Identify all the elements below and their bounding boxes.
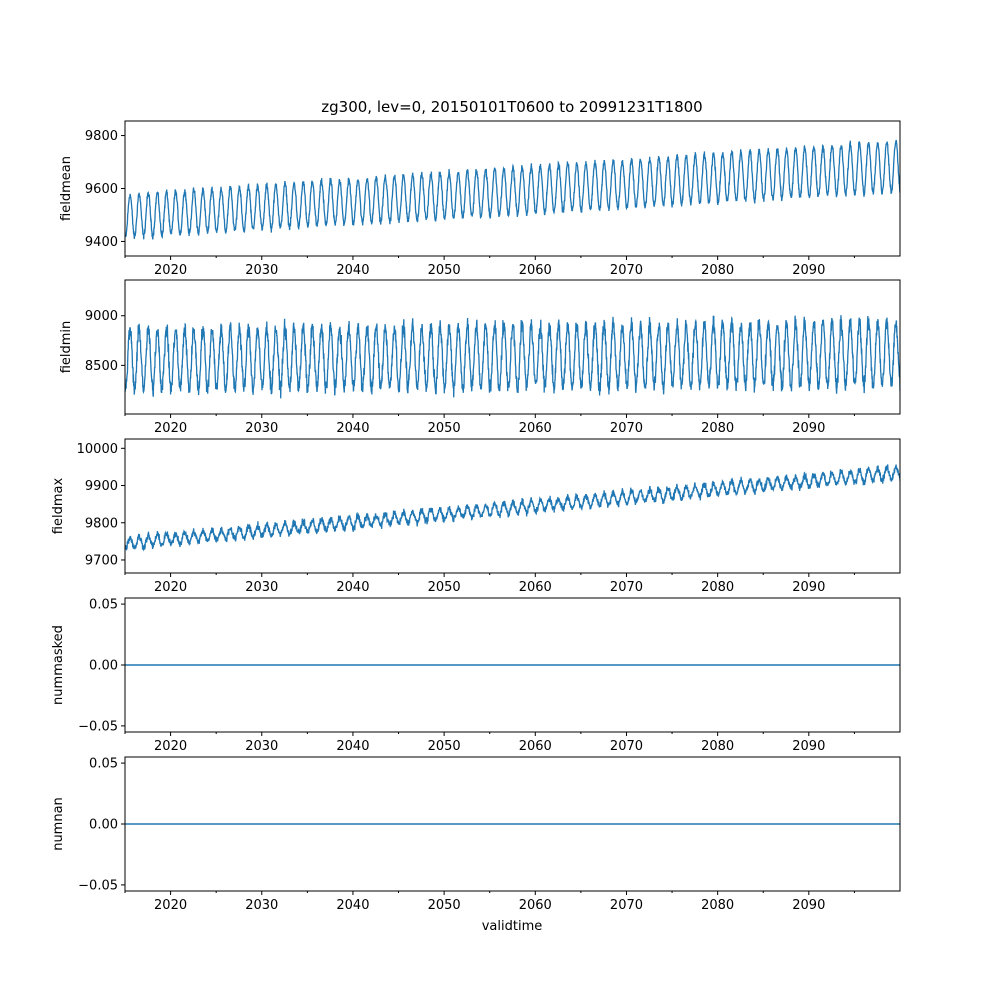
x-tick-label: 2050	[428, 421, 461, 436]
y-tick-label: −0.05	[78, 719, 118, 734]
x-tick-label: 2060	[519, 580, 552, 595]
x-tick-label: 2090	[792, 263, 825, 278]
x-tick-label: 2030	[245, 421, 278, 436]
y-tick-label: 9400	[85, 235, 118, 250]
x-tick-label: 2040	[336, 898, 369, 913]
series-line-fieldmean	[125, 139, 900, 240]
axes-frame	[124, 279, 901, 415]
y-tick-label: 9900	[85, 479, 118, 494]
x-tick-label: 2080	[701, 263, 734, 278]
y-tick-label: 0.05	[89, 598, 118, 613]
x-tick-label: 2060	[519, 739, 552, 754]
x-tick-label: 2090	[792, 739, 825, 754]
x-tick-label: 2050	[428, 263, 461, 278]
series-line-fieldmin	[125, 315, 900, 399]
x-tick-label: 2040	[336, 263, 369, 278]
x-tick-label: 2080	[701, 739, 734, 754]
x-tick-label: 2090	[792, 580, 825, 595]
x-tick-label: 2040	[336, 421, 369, 436]
x-tick-label: 2090	[792, 421, 825, 436]
x-tick-label: 2050	[428, 898, 461, 913]
y-tick-label: 9000	[85, 309, 118, 324]
chart-title: zg300, lev=0, 20150101T0600 to 20991231T…	[321, 98, 702, 116]
x-tick-label: 2070	[610, 898, 643, 913]
x-tick-label: 2020	[154, 898, 187, 913]
x-tick-label: 2080	[701, 898, 734, 913]
x-tick-label: 2040	[336, 580, 369, 595]
x-tick-label: 2020	[154, 263, 187, 278]
y-tick-label: 9800	[85, 129, 118, 144]
y-axis-label-fieldmax: fieldmax	[51, 478, 66, 535]
x-tick-label: 2040	[336, 739, 369, 754]
x-tick-label: 2070	[610, 263, 643, 278]
x-tick-label: 2030	[245, 739, 278, 754]
x-tick-label: 2060	[519, 898, 552, 913]
y-tick-label: 0.00	[89, 818, 118, 833]
panel-numnan: 2020 2030 2040 2050 2060 2070 2080 2090 −0.05 0.0…	[51, 756, 901, 913]
y-axis-label-numnan: numnan	[51, 797, 66, 851]
y-tick-label: 0.00	[89, 659, 118, 674]
x-tick-label: 2080	[701, 580, 734, 595]
x-tick-label: 2020	[154, 580, 187, 595]
y-axis-label-nummasked: nummasked	[51, 625, 66, 705]
x-tick-label: 2020	[154, 421, 187, 436]
y-tick-label: 9700	[85, 553, 118, 568]
x-tick-label: 2070	[610, 739, 643, 754]
x-tick-label: 2060	[519, 421, 552, 436]
series-line-fieldmax	[125, 464, 900, 552]
x-tick-label: 2030	[245, 263, 278, 278]
y-tick-label: 10000	[77, 442, 118, 457]
y-tick-label: 0.05	[89, 757, 118, 772]
panel-fieldmean: 2020 2030 2040 2050 2060 2070 2080 2090 9400 9600…	[59, 120, 901, 278]
y-axis-label-fieldmin: fieldmin	[59, 321, 74, 374]
axes-frame	[124, 438, 901, 574]
panel-fieldmax: 2020 2030 2040 2050 2060 2070 2080 2090 9700 9800…	[51, 438, 901, 595]
x-tick-label: 2050	[428, 580, 461, 595]
x-tick-label: 2080	[701, 421, 734, 436]
y-tick-label: 9600	[85, 182, 118, 197]
y-tick-label: −0.05	[78, 878, 118, 893]
x-tick-label: 2060	[519, 263, 552, 278]
x-tick-label: 2030	[245, 898, 278, 913]
panels: 2020 2030 2040 2050 2060 2070 2080 2090 9400 9600…	[51, 120, 901, 913]
x-tick-label: 2070	[610, 421, 643, 436]
y-axis-label-fieldmean: fieldmean	[59, 156, 74, 221]
panel-nummasked: 2020 2030 2040 2050 2060 2070 2080 2090 −0.05 0.0…	[51, 597, 901, 754]
y-tick-label: 9800	[85, 516, 118, 531]
x-tick-label: 2030	[245, 580, 278, 595]
panel-fieldmin: 2020 2030 2040 2050 2060 2070 2080 2090 8500 9000…	[59, 279, 901, 436]
x-tick-label: 2050	[428, 739, 461, 754]
x-tick-label: 2070	[610, 580, 643, 595]
x-tick-label: 2090	[792, 898, 825, 913]
y-tick-label: 8500	[85, 359, 118, 374]
x-tick-label: 2020	[154, 739, 187, 754]
x-axis-label: validtime	[482, 919, 543, 934]
